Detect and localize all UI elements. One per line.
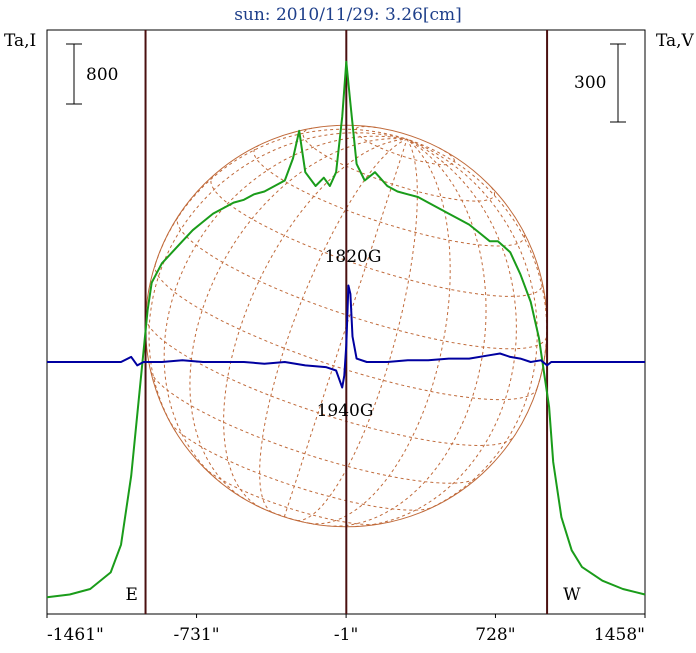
latitude-line [145,318,514,447]
latitude-line [253,144,526,247]
latitude-line [170,422,432,511]
latitude-line [176,215,548,350]
x-axis-ticks: -1461" -731" -1" 728" 1458" [46,614,646,645]
longitude-line [355,138,517,527]
longitude-line [154,128,408,265]
right-scale-bar: 300 [574,43,626,123]
longitude-line [406,138,538,513]
intensity-series-line [46,60,646,599]
longitude-line [259,138,408,513]
longitude-line [283,139,408,518]
x-tick-label: -1" [334,625,358,645]
left-axis-label: Ta,I [4,31,36,51]
x-tick-label: 728" [475,625,515,645]
left-scale-bar: 800 [66,43,118,105]
field-strength-annotation: 1820G [325,247,382,267]
longitude-line [163,135,408,484]
longitude-line [223,138,408,508]
limb-marker-label: E [126,585,138,605]
latitude-line [203,467,379,526]
solar-disk-grid [145,124,548,528]
field-strength-annotation: 1940G [317,401,374,421]
annotation-layer: 1820G 1940G [317,247,382,421]
longitude-line [189,138,408,500]
limb-marker-label: W [563,585,581,605]
polarization-series-line [47,284,645,389]
left-scale-bar-label: 800 [86,65,118,85]
series-layer [46,60,646,599]
chart-title: sun: 2010/11/29: 3.26[cm] [234,5,462,25]
longitude-line [406,138,548,389]
longitude-line [327,138,487,527]
latitude-line [210,175,543,297]
longitude-line [297,138,418,521]
x-tick-label: 1458" [594,625,645,645]
right-scale-bar-label: 300 [574,73,606,93]
x-tick-label: -1461" [47,625,104,645]
longitude-line [309,138,451,525]
right-axis-label: Ta,V [656,31,695,51]
latitude-line [150,371,478,484]
latitude-line [354,125,456,166]
x-tick-label: -731" [174,625,220,645]
